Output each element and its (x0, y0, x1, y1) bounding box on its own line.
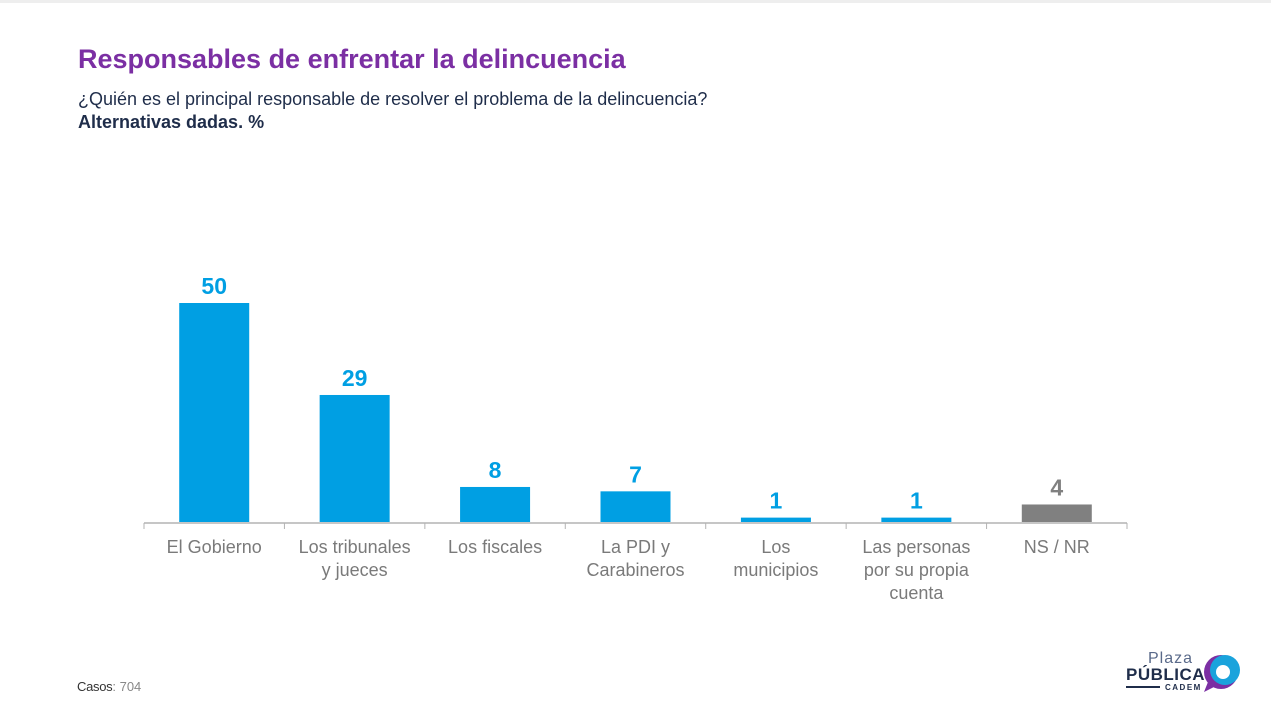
plaza-publica-logo: Plaza PÚBLICA CADEM (1120, 650, 1250, 700)
data-label: 4 (1050, 474, 1063, 500)
category-label: NS / NR (1024, 537, 1090, 557)
data-label: 29 (342, 365, 368, 391)
bar (600, 491, 671, 522)
logo-cadem-text: CADEM (1165, 683, 1202, 692)
category-label: por su propia (864, 560, 970, 580)
speech-bubble-icon (1204, 655, 1240, 692)
category-label: Los (761, 537, 790, 557)
category-label: Carabineros (586, 560, 684, 580)
category-label: Los fiscales (448, 537, 542, 557)
casos-label: Casos (77, 679, 113, 694)
bar (319, 394, 390, 522)
category-label: El Gobierno (167, 537, 262, 557)
category-label: y jueces (322, 560, 388, 580)
data-label: 1 (910, 488, 923, 514)
bar (460, 486, 531, 522)
page-title: Responsables de enfrentar la delincuenci… (78, 44, 626, 74)
bar (740, 517, 811, 522)
logo-plaza-text: Plaza (1148, 650, 1194, 667)
data-label: 7 (629, 461, 642, 487)
page-subtitle: ¿Quién es el principal responsable de re… (78, 89, 708, 109)
logo-underline (1126, 686, 1160, 688)
sample-size-note: Casos: 704 (77, 679, 141, 694)
page-subtitle-bold: Alternativas dadas. % (78, 112, 265, 132)
category-label: Los tribunales (299, 537, 411, 557)
data-label: 8 (489, 457, 502, 483)
data-label: 1 (770, 488, 783, 514)
bar (881, 517, 952, 522)
top-divider (0, 0, 1271, 3)
logo-publica-text: PÚBLICA (1126, 665, 1206, 684)
category-label: La PDI y (601, 537, 670, 557)
category-label: cuenta (889, 583, 944, 603)
data-label: 50 (201, 273, 227, 299)
bar (1021, 504, 1092, 522)
bar (179, 303, 250, 522)
category-label: municipios (733, 560, 818, 580)
category-label: Las personas (862, 537, 970, 557)
casos-value: : 704 (112, 679, 142, 694)
